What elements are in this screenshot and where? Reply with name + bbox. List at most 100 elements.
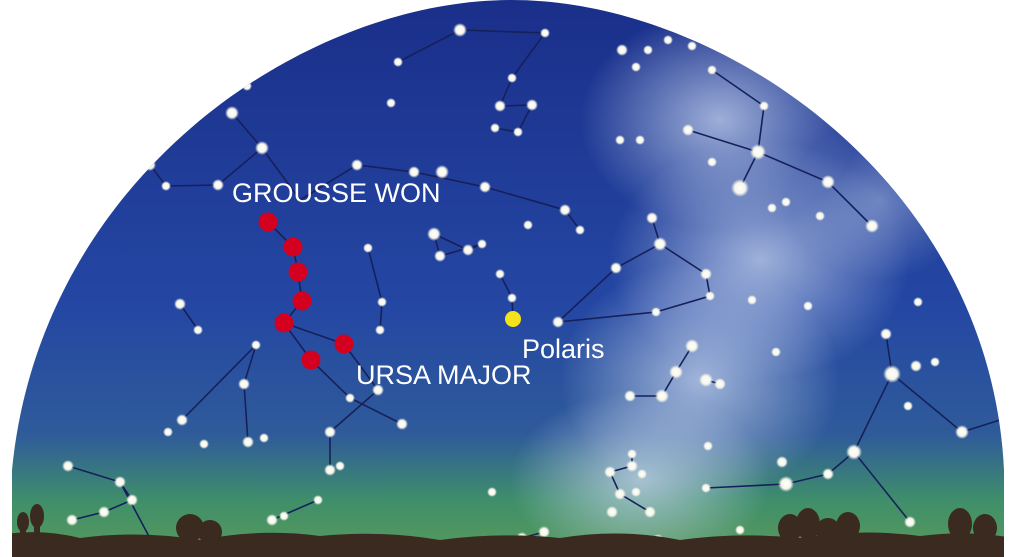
star bbox=[427, 227, 441, 241]
star bbox=[363, 243, 373, 253]
star bbox=[144, 159, 156, 171]
star bbox=[714, 378, 726, 390]
star bbox=[126, 494, 138, 506]
star bbox=[375, 325, 385, 335]
star bbox=[559, 204, 571, 216]
star bbox=[396, 418, 408, 430]
star bbox=[663, 35, 673, 45]
constellation-line bbox=[329, 343, 380, 470]
star bbox=[552, 316, 564, 328]
constellation-line bbox=[853, 451, 911, 523]
star bbox=[523, 220, 533, 230]
star bbox=[955, 425, 969, 439]
star bbox=[176, 414, 188, 426]
star bbox=[822, 468, 834, 480]
ursa-major-star bbox=[334, 334, 354, 354]
star bbox=[62, 460, 74, 472]
star bbox=[699, 373, 713, 387]
star bbox=[242, 81, 252, 91]
star bbox=[174, 298, 186, 310]
star bbox=[627, 449, 637, 459]
star bbox=[655, 389, 669, 403]
star bbox=[453, 23, 467, 37]
star bbox=[242, 436, 254, 448]
star bbox=[526, 99, 538, 111]
star bbox=[161, 181, 171, 191]
star bbox=[846, 444, 862, 460]
star bbox=[507, 293, 517, 303]
star bbox=[377, 297, 387, 307]
ursa-major-star bbox=[283, 237, 303, 257]
constellation-line bbox=[397, 29, 547, 133]
ursa-major-star bbox=[258, 212, 278, 232]
trees-right bbox=[778, 508, 997, 542]
asterism-label: GROUSSE WON bbox=[232, 178, 441, 208]
star bbox=[615, 135, 625, 145]
star bbox=[490, 123, 500, 133]
star bbox=[687, 41, 697, 51]
star bbox=[495, 269, 505, 279]
asterism-line bbox=[283, 322, 345, 345]
star bbox=[903, 401, 913, 411]
star bbox=[815, 211, 825, 221]
star bbox=[626, 460, 638, 472]
star bbox=[324, 426, 336, 438]
star bbox=[507, 73, 517, 83]
star bbox=[199, 439, 209, 449]
star bbox=[575, 225, 585, 235]
star bbox=[865, 219, 879, 233]
ursa-major-star bbox=[288, 262, 308, 282]
star bbox=[705, 291, 715, 301]
star bbox=[66, 514, 78, 526]
star bbox=[393, 57, 403, 67]
star bbox=[212, 179, 224, 191]
star bbox=[610, 262, 622, 274]
star bbox=[682, 124, 694, 136]
constellation-label: URSA MAJOR bbox=[356, 360, 532, 390]
ursa-major-star bbox=[301, 350, 321, 370]
star bbox=[487, 487, 497, 497]
star bbox=[635, 135, 645, 145]
star bbox=[651, 307, 661, 317]
star bbox=[930, 357, 940, 367]
star bbox=[477, 239, 487, 249]
star bbox=[637, 469, 647, 479]
star bbox=[351, 159, 363, 171]
star bbox=[606, 506, 618, 518]
star bbox=[163, 427, 173, 437]
star bbox=[767, 203, 777, 213]
star bbox=[255, 141, 269, 155]
star bbox=[238, 378, 250, 390]
polaris-star bbox=[505, 311, 521, 327]
star bbox=[750, 144, 766, 160]
star bbox=[98, 506, 110, 518]
star bbox=[251, 340, 261, 350]
star bbox=[685, 339, 699, 353]
star bbox=[279, 511, 289, 521]
star bbox=[700, 268, 712, 280]
star bbox=[614, 488, 626, 500]
star bbox=[345, 393, 355, 403]
star bbox=[434, 250, 446, 262]
star bbox=[771, 347, 781, 357]
star bbox=[386, 98, 396, 108]
star bbox=[776, 456, 788, 468]
ursa-major-star bbox=[292, 291, 312, 311]
star bbox=[435, 165, 449, 179]
star bbox=[747, 295, 757, 305]
constellation-line bbox=[149, 147, 263, 187]
star bbox=[880, 328, 892, 340]
star bbox=[624, 390, 636, 402]
trees-left bbox=[17, 504, 222, 548]
star bbox=[644, 506, 656, 518]
star bbox=[631, 487, 641, 497]
star bbox=[904, 516, 916, 528]
star bbox=[913, 297, 923, 307]
star bbox=[735, 525, 745, 535]
star bbox=[631, 62, 641, 72]
star bbox=[707, 65, 717, 75]
star bbox=[616, 44, 628, 56]
constellation-line bbox=[687, 129, 873, 227]
